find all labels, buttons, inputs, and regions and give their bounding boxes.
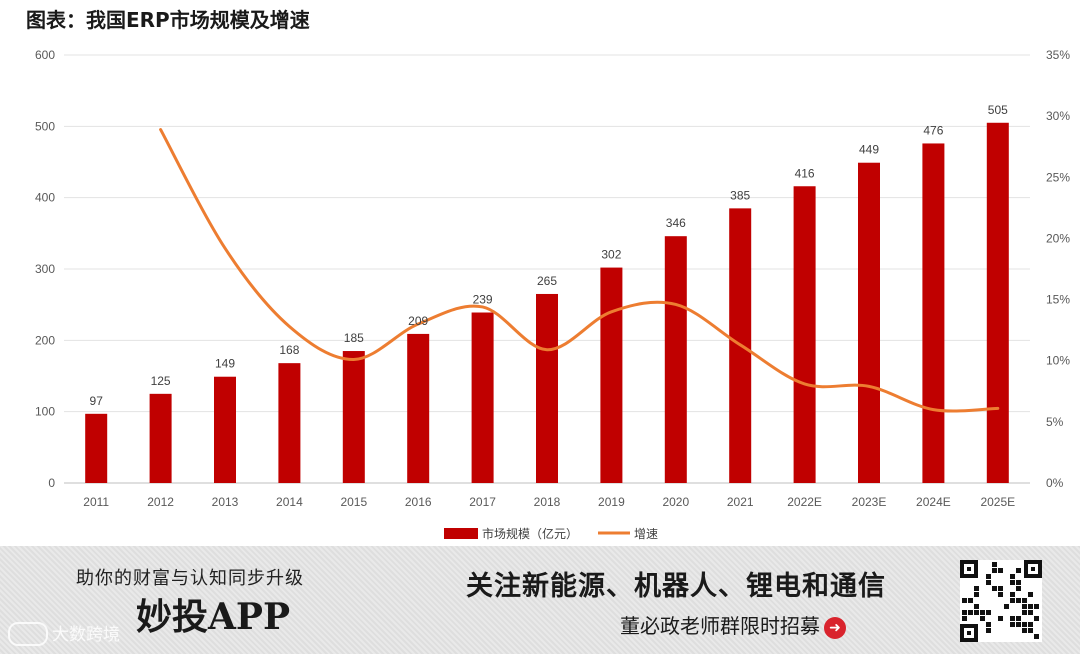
x-tick-label: 2024E — [916, 495, 951, 509]
bar — [793, 186, 816, 483]
data-label: 209 — [408, 314, 428, 328]
data-label: 505 — [988, 103, 1008, 117]
data-label: 385 — [730, 188, 750, 202]
data-label: 346 — [666, 216, 686, 230]
legend-swatch-bar — [444, 528, 478, 539]
x-tick-label: 2015 — [340, 495, 367, 509]
x-tick-label: 2017 — [469, 495, 496, 509]
chart-svg: 97 125 149 168 185 209 239 265 302 346 385 416 449 47… — [35, 48, 1070, 541]
data-label: 416 — [795, 166, 815, 180]
bar — [858, 162, 880, 484]
bar — [536, 293, 558, 483]
bar — [471, 312, 494, 483]
banner-headline: 关注新能源、机器人、锂电和通信 — [466, 571, 886, 602]
y2-tick-label: 0% — [1046, 476, 1064, 490]
qr-code-icon[interactable] — [960, 560, 1042, 642]
arrow-right-icon[interactable]: ➜ — [824, 616, 846, 639]
data-label: 125 — [151, 374, 171, 388]
x-tick-label: 2014 — [276, 495, 303, 509]
y2-tick-label: 30% — [1046, 109, 1070, 123]
data-label: 239 — [473, 293, 493, 307]
bar — [342, 351, 365, 483]
bar — [407, 333, 430, 483]
data-label: 476 — [923, 123, 943, 137]
chart-title: 图表：我国ERP市场规模及增速 — [26, 8, 310, 32]
x-tick-label: 2022E — [787, 495, 822, 509]
y-tick-label: 300 — [35, 262, 55, 276]
y2-tick-label: 15% — [1046, 293, 1070, 307]
data-label: 97 — [90, 394, 104, 408]
y-tick-label: 100 — [35, 405, 55, 419]
legend-label-bar: 市场规模（亿元） — [482, 526, 578, 541]
y-tick-label: 600 — [35, 48, 55, 62]
data-label: 168 — [279, 343, 299, 357]
y2-tick-label: 10% — [1046, 354, 1070, 368]
y2-tick-label: 25% — [1046, 170, 1070, 184]
bar — [600, 267, 623, 483]
x-tick-label: 2013 — [212, 495, 239, 509]
data-label: 302 — [601, 248, 621, 262]
watermark-icon — [8, 622, 48, 646]
data-label: 149 — [215, 357, 235, 371]
x-tick-label: 2012 — [147, 495, 174, 509]
promo-banner[interactable]: 大数跨境 助你的财富与认知同步升级 妙投APP 关注新能源、机器人、锂电和通信 … — [0, 546, 1080, 654]
banner-subline[interactable]: 董必政老师群限时招募 ➜ — [620, 610, 846, 639]
bar — [214, 376, 236, 483]
y-tick-label: 400 — [35, 191, 55, 205]
bar — [278, 363, 301, 483]
x-tick-label: 2023E — [852, 495, 887, 509]
bar — [664, 236, 687, 483]
x-tick-label: 2019 — [598, 495, 625, 509]
bar — [986, 122, 1009, 484]
data-label: 265 — [537, 274, 557, 288]
x-tick-label: 2011 — [83, 495, 109, 509]
growth-line — [159, 128, 1000, 413]
x-tick-label: 2020 — [662, 495, 689, 509]
y-tick-label: 500 — [35, 119, 55, 133]
y2-tick-label: 20% — [1046, 231, 1070, 245]
bar — [85, 413, 108, 483]
data-label: 185 — [344, 331, 364, 345]
bar — [922, 143, 945, 483]
data-label: 449 — [859, 143, 879, 157]
y2-tick-label: 35% — [1046, 48, 1070, 62]
x-tick-label: 2018 — [534, 495, 561, 509]
banner-tagline: 助你的财富与认知同步升级 — [76, 568, 304, 589]
banner-subline-text: 董必政老师群限时招募 — [620, 614, 820, 638]
banner-app-name: 妙投APP — [136, 596, 291, 638]
y2-tick-label: 5% — [1046, 415, 1064, 429]
watermark-text: 大数跨境 — [52, 625, 120, 645]
y-tick-label: 200 — [35, 333, 55, 347]
x-tick-label: 2021 — [727, 495, 754, 509]
bar — [149, 393, 172, 483]
y-tick-label: 0 — [48, 476, 55, 490]
legend-label-line: 增速 — [634, 527, 658, 541]
x-tick-label: 2025E — [980, 495, 1015, 509]
x-tick-label: 2016 — [405, 495, 432, 509]
